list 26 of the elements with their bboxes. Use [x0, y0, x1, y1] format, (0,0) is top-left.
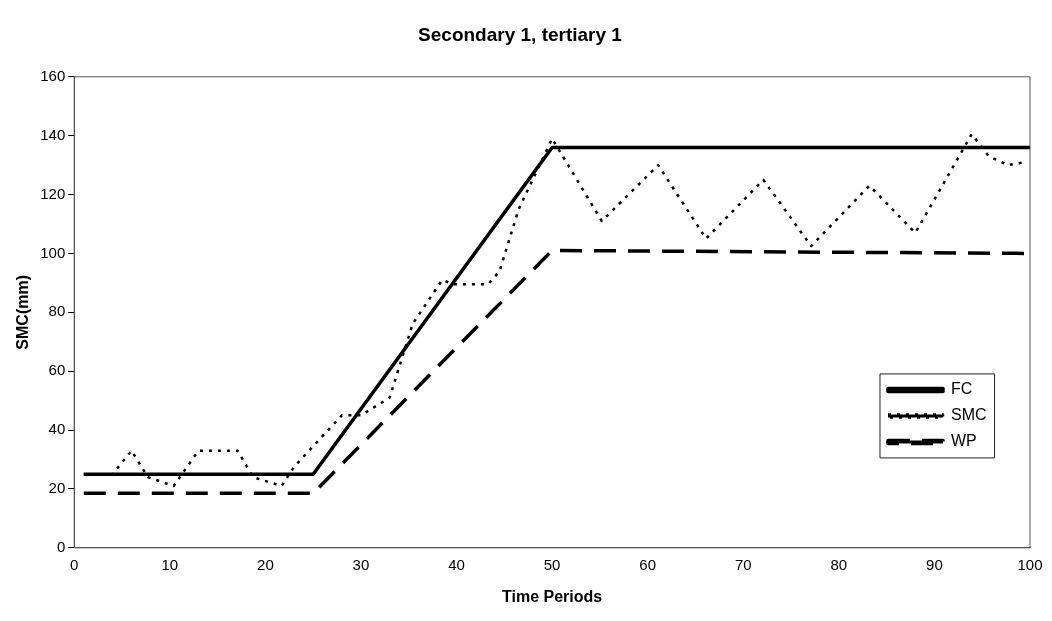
y-tick-label: 0 [56, 537, 66, 555]
x-tick-label: 80 [830, 555, 848, 573]
y-tick-label: 140 [40, 125, 66, 143]
y-tick-label: 40 [48, 420, 66, 438]
x-tick-label: 70 [734, 555, 752, 573]
y-tick-label: 100 [40, 243, 66, 261]
x-axis-title: Time Periods [502, 587, 603, 605]
legend-label: WP [950, 432, 977, 450]
y-tick-label: 80 [48, 302, 66, 320]
legend-label: SMC [950, 406, 987, 424]
x-tick-label: 90 [926, 555, 943, 573]
legend-label: FC [950, 380, 973, 398]
x-tick-label: 50 [543, 555, 561, 573]
y-tick-label: 160 [40, 66, 66, 84]
x-tick-label: 0 [70, 555, 79, 573]
y-axis-title: SMC(mm) [14, 274, 32, 350]
y-tick-label: 60 [48, 361, 66, 379]
x-tick-label: 10 [161, 555, 179, 573]
x-tick-label: 40 [448, 555, 465, 573]
x-tick-label: 30 [352, 555, 370, 573]
y-tick-label: 20 [48, 479, 66, 497]
x-tick-label: 100 [1017, 555, 1043, 573]
x-tick-label: 20 [257, 555, 274, 573]
chart-title: Secondary 1, tertiary 1 [418, 23, 623, 45]
x-tick-label: 60 [639, 555, 657, 573]
y-tick-label: 120 [40, 184, 66, 202]
